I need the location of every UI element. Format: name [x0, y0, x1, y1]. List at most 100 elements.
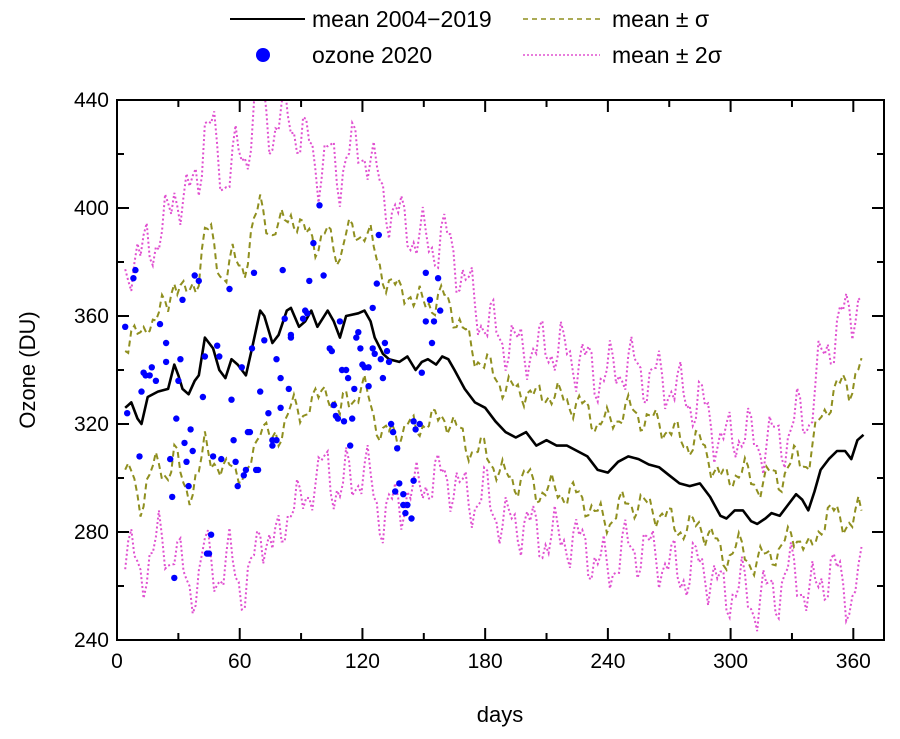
- ozone-2020-point: [146, 372, 153, 379]
- ozone-2020-point: [136, 453, 143, 460]
- ozone-2020-point: [254, 466, 262, 474]
- ozone-2020-point: [277, 374, 284, 382]
- ozone-2020-point: [377, 356, 384, 363]
- legend: mean 2004−2019 ozone 2020 mean ± σ mean …: [230, 6, 722, 68]
- ozone-2020-point: [205, 550, 213, 557]
- ozone-2020-point: [273, 437, 280, 444]
- ozone-2020-point: [408, 515, 415, 522]
- x-tick-label: 120: [345, 650, 380, 673]
- ozone-2020-point: [349, 415, 356, 422]
- ozone-2020-point: [232, 458, 239, 465]
- legend-sigma1-label: mean ± σ: [612, 6, 709, 32]
- ozone-2020-point: [132, 266, 139, 274]
- ozone-2020-point: [379, 374, 387, 382]
- ozone-2020-point: [310, 239, 317, 247]
- ozone-2020-point: [330, 401, 337, 409]
- legend-ozone-marker: [256, 48, 270, 62]
- ozone-2020-point: [250, 269, 258, 276]
- ozone-2020-point: [320, 272, 327, 279]
- ozone-2020-point: [171, 574, 178, 582]
- ozone-2020-point: [138, 388, 145, 395]
- ozone-2020-point: [428, 339, 436, 347]
- mean-line: [124, 306, 865, 526]
- ozone-2020-point: [365, 383, 372, 390]
- ozone-2020-point: [418, 369, 425, 376]
- ozone-2020-point: [373, 280, 380, 287]
- ozone-2020-point: [183, 458, 190, 465]
- ozone-2020-point: [299, 315, 307, 322]
- ozone-2020-point: [402, 509, 409, 517]
- ozone-2020-point: [353, 334, 360, 341]
- ozone-2020-point: [185, 482, 192, 490]
- ozone-2020-point: [277, 404, 284, 411]
- ozone-2020-point: [248, 345, 256, 352]
- ozone-2020-point: [199, 393, 207, 401]
- ozone-2020-point: [328, 347, 335, 355]
- ozone-2020-point: [387, 420, 395, 428]
- ozone-2020-point: [269, 442, 276, 449]
- ozone-2020-point: [148, 364, 155, 371]
- axes: 0 60 120 180 240 300 360 240 280 320 360 400 440: [74, 89, 885, 673]
- legend-mean-label: mean 2004−2019: [312, 6, 492, 32]
- ozone-2020-point: [169, 493, 176, 501]
- x-tick-label: 0: [111, 650, 123, 673]
- ozone-2020-point: [214, 342, 221, 349]
- ozone-2020-point: [369, 304, 376, 312]
- ozone-2020-point: [130, 275, 137, 282]
- ozone-2020-point: [257, 388, 264, 395]
- ozone-2020-point: [389, 428, 397, 436]
- ozone-2020-point: [334, 415, 342, 422]
- ozone-2020-point: [209, 453, 217, 460]
- ozone-2020-point: [426, 296, 434, 303]
- ozone-2020-point: [279, 266, 286, 274]
- ozone-2020-point: [228, 396, 235, 403]
- ozone-2020-point: [375, 231, 382, 239]
- plot-area: [122, 100, 865, 632]
- x-tick-label: 60: [228, 650, 251, 673]
- ozone-2020-point: [304, 310, 311, 317]
- ozone-2020-point: [371, 350, 378, 357]
- ozone-2020-point: [396, 480, 403, 487]
- ozone-2020-point: [437, 307, 444, 314]
- ozone-2020-point: [410, 477, 417, 484]
- ozone-2020-point: [422, 269, 429, 276]
- ozone-2020-point: [316, 202, 323, 209]
- ozone-2020-point: [392, 488, 399, 495]
- ozone-2020-point: [416, 420, 423, 428]
- y-tick-label: 240: [74, 629, 109, 652]
- ozone-2020-point: [365, 364, 372, 371]
- ozone-2020-point: [226, 285, 233, 293]
- y-tick-label: 400: [74, 197, 109, 220]
- ozone-2020-point: [434, 275, 442, 282]
- ozone-2020-point: [400, 491, 407, 498]
- ozone-2020-point: [240, 472, 247, 479]
- ozone-2020-point: [422, 318, 429, 325]
- y-tick-label: 360: [74, 305, 109, 328]
- ozone-2020-point: [173, 415, 180, 422]
- ozone-2020-point: [351, 385, 358, 393]
- minus-2-sigma-line: [124, 444, 863, 632]
- ozone-2020-point: [430, 318, 438, 325]
- ozone-2020-point: [191, 272, 198, 279]
- ozone-2020-point: [412, 426, 419, 433]
- ozone-2020-point: [179, 296, 186, 303]
- ozone-2020-point: [177, 356, 184, 363]
- ozone-2020-point: [152, 377, 160, 384]
- ozone-2020-point: [162, 339, 170, 347]
- plus-2-sigma-line: [124, 100, 863, 475]
- ozone-2020-point: [273, 356, 280, 363]
- ozone-2020-point: [242, 466, 250, 474]
- ozone-2020-point: [195, 277, 202, 285]
- ozone-2020-point: [246, 428, 254, 436]
- ozone-2020-point: [265, 410, 272, 417]
- ozone-2020-point: [216, 353, 223, 360]
- ozone-2020-point: [287, 331, 295, 339]
- ozone-2020-point: [306, 277, 313, 285]
- ozone-2020-point: [394, 445, 401, 452]
- ozone-2020-point: [181, 439, 188, 447]
- x-tick-label: 240: [590, 650, 625, 673]
- ozone-2020-point: [207, 531, 215, 538]
- ozone-2020-point: [355, 329, 362, 336]
- ozone-2020-point: [234, 482, 241, 490]
- y-tick-label: 280: [74, 521, 109, 544]
